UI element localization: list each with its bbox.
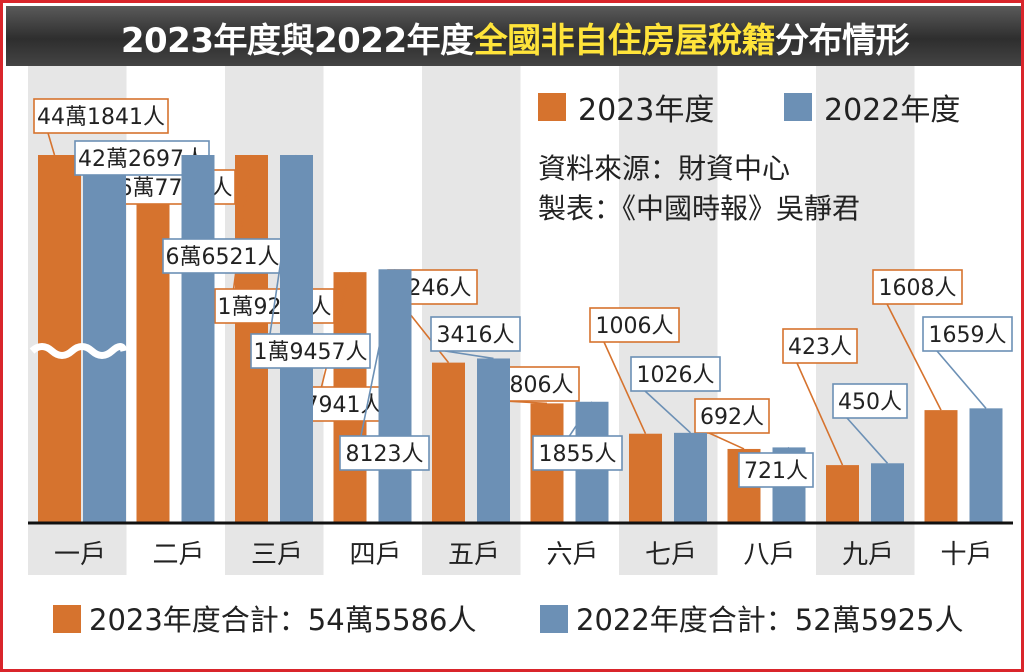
data-label-box [738,452,814,488]
x-tick-label: 六戶 [546,540,598,570]
bar-2023-1 [38,155,81,523]
x-tick-label: 一戶 [54,540,106,570]
data-label: 3416人 [437,323,515,348]
title-part-3: 分布情形 [775,21,910,61]
leader-line [47,132,56,156]
data-label: 1026人 [637,363,715,388]
chart-title: 2023年度與2022年度全國非自住房屋稅籍分布情形 [6,13,1021,62]
total-swatch-2023 [53,605,81,633]
total-swatch-2022 [540,605,568,633]
data-label: 692人 [700,405,764,430]
data-label-box [872,269,963,305]
legend-label-2023: 2023年度 [578,93,715,128]
data-label-box [694,398,770,434]
data-label-box [250,333,371,369]
data-label-box [782,328,858,364]
total-2022: 2022年度合計：52萬5925人 [576,603,964,637]
totals-row: 2023年度合計：54萬5586人 2022年度合計：52萬5925人 [3,591,1021,647]
bar-2023-2 [136,155,170,523]
data-label-box [589,307,680,343]
data-label: 1855人 [539,442,617,467]
leader-line [796,362,844,466]
data-label-box [630,356,721,392]
x-tick-label: 二戶 [152,540,204,570]
data-label: 6萬6521人 [166,245,280,270]
x-tick-label: 五戶 [448,540,500,570]
data-label: 1659人 [929,323,1007,348]
data-label: 8123人 [346,442,424,467]
leader-line [936,350,987,409]
bar-2022-10 [969,408,1003,523]
total-2023: 2023年度合計：54萬5586人 [89,603,477,637]
title-part-1: 2023年度與2022年度 [120,21,474,61]
bar-2022-7 [674,432,707,523]
bar-2023-9 [826,465,859,523]
credit-note: 製表：《中國時報》吳靜君 [538,192,861,225]
data-label: 6萬7783人 [119,176,233,201]
data-label: 1萬9457人 [254,340,368,365]
bar-2022-5 [477,358,510,523]
title-bar: 2023年度與2022年度全國非自住房屋稅籍分布情形 [6,6,1021,66]
x-tick-label: 三戶 [251,540,303,570]
bar-2023-5 [432,362,465,523]
legend-label-2022: 2022年度 [824,93,961,128]
x-tick-label: 九戶 [842,540,894,570]
data-label-box [339,435,430,471]
leader-line [644,390,692,434]
leader-line [708,432,745,450]
data-label: 44萬1841人 [37,105,165,130]
source-note: 資料來源：財資中心 [538,152,791,185]
leader-line [264,154,298,369]
x-tick-label: 七戶 [645,540,697,570]
legend-swatch-2022 [784,93,812,121]
bar-2022-4 [378,269,412,523]
bar-chart: 44萬1841人6萬7783人1萬9240人7941人3246人1806人100… [28,66,1013,575]
data-label-box [832,383,908,419]
legend-swatch-2023 [538,93,566,121]
bar-2023-7 [629,433,662,523]
bar-2023-10 [924,410,958,523]
data-label-box [430,316,521,352]
x-tick-label: 四戶 [349,540,401,570]
leader-line [603,341,647,435]
bar-2022-2 [181,155,215,523]
axis-break-mark [29,343,128,359]
bar-2022-9 [871,463,904,523]
leader-line [886,303,942,411]
data-label: 721人 [744,459,808,484]
title-highlight: 全國非自住房屋稅籍 [473,21,776,61]
data-label-box [532,435,623,471]
data-label: 7941人 [305,393,383,418]
leader-line [444,350,494,360]
x-tick-label: 十戶 [940,540,992,570]
data-label-box [922,316,1013,352]
x-tick-label: 八戶 [743,540,795,570]
data-label: 450人 [838,390,902,415]
data-label-box [33,98,169,134]
data-label: 1608人 [879,276,957,301]
data-label: 423人 [788,335,852,360]
data-label: 1006人 [596,314,674,339]
bar-2022-1 [83,155,126,523]
leader-line [846,417,889,464]
